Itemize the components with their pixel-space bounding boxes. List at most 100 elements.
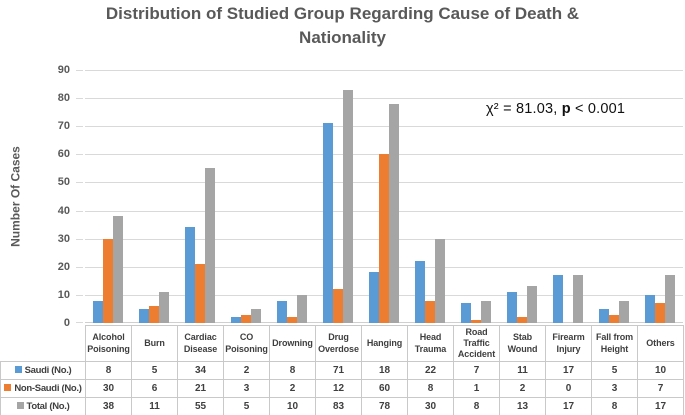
bar-saudi: [185, 227, 195, 323]
bar-non-saudi: [287, 317, 297, 323]
bar-saudi: [507, 292, 517, 323]
y-axis-tickmark: [76, 70, 83, 71]
legend-swatch-icon: [4, 383, 12, 391]
y-axis-tickmarks: [76, 70, 83, 323]
value-cell: 78: [361, 397, 408, 415]
bar-total: [435, 238, 445, 323]
y-axis-tickmark: [76, 154, 83, 156]
bar-total: [297, 294, 307, 323]
value-cell: 3: [591, 379, 638, 398]
value-cell: 13: [499, 397, 546, 415]
bar-non-saudi: [379, 154, 389, 323]
category-header-cell: Head Trauma: [407, 325, 454, 362]
bar-group-alcohol-poisoning: [85, 70, 131, 323]
row-label-non-saudi: Non-Saudi (No.): [0, 379, 86, 398]
category-header-cell: Firearm Injury: [545, 325, 592, 362]
gridline: [85, 70, 683, 71]
bar-group-burn: [131, 70, 177, 323]
y-tick-label: 70: [57, 120, 70, 133]
value-cell: 17: [545, 361, 592, 380]
bar-saudi: [415, 261, 425, 323]
bar-non-saudi: [609, 314, 619, 323]
table-row-non-saudi: Non-Saudi (No.) 30 6 21 3 2 12 60 8 1 2 0 3 7: [0, 379, 684, 398]
value-cell: 5: [223, 397, 270, 415]
bar-saudi: [323, 123, 333, 323]
bar-total: [619, 300, 629, 323]
value-cell: 3: [223, 379, 270, 398]
bar-saudi: [461, 303, 471, 323]
y-tick-label: 40: [57, 204, 70, 217]
row-label-saudi: Saudi (No.): [0, 361, 86, 380]
category-header-cell: Stab Wound: [499, 325, 546, 362]
gridline: [85, 98, 683, 100]
bar-saudi: [277, 300, 287, 323]
series-name-label: Saudi (No.): [24, 365, 72, 376]
bar-group-hanging: [361, 70, 407, 323]
y-axis-tickmark: [76, 126, 83, 128]
y-tick-label: 90: [57, 64, 70, 76]
bar-group-head-trauma: [407, 70, 453, 323]
bar-saudi: [139, 308, 149, 323]
value-cell: 2: [223, 361, 270, 380]
bar-non-saudi: [655, 303, 665, 323]
bar-total: [343, 89, 353, 323]
bar-total: [205, 168, 215, 323]
value-cell: 10: [269, 397, 316, 415]
stats-annotation: χ² = 81.03, p < 0.001: [486, 101, 625, 117]
table-row-saudi: Saudi (No.) 8 5 34 2 8 71 18 22 7 11 17 5 10: [0, 361, 684, 380]
value-cell: 2: [269, 379, 316, 398]
value-cell: 2: [499, 379, 546, 398]
category-header-cell: CO Poisoning: [223, 325, 270, 362]
bar-group-cardiac-disease: [177, 70, 223, 323]
y-tick-label: 60: [57, 148, 70, 161]
bar-total: [113, 216, 123, 323]
bar-group-drowning: [269, 70, 315, 323]
y-axis-ticks: 0 10 20 30 40 50 60 70 80 90: [0, 64, 72, 329]
value-cell: 30: [407, 397, 454, 415]
bar-group-drug-overdose: [315, 70, 361, 323]
table-row-total: Total (No.) 38 11 55 5 10 83 78 30 8 13 17 8 17: [0, 397, 684, 415]
category-header-cell: Cardiac Disease: [177, 325, 224, 362]
bar-non-saudi: [333, 289, 343, 323]
value-cell: 8: [407, 379, 454, 398]
value-cell: 34: [177, 361, 224, 380]
value-cell: 38: [85, 397, 132, 415]
value-cell: 7: [453, 361, 500, 380]
category-header-cell: Drowning: [269, 325, 316, 362]
value-cell: 8: [269, 361, 316, 380]
bar-group-road-traffic-accident: [453, 70, 499, 323]
row-label-total: Total (No.): [0, 397, 86, 415]
value-cell: 5: [131, 361, 178, 380]
bar-series-container: [85, 70, 683, 323]
value-cell: 5: [591, 361, 638, 380]
category-header-cell: Hanging: [361, 325, 408, 362]
chart-title: Distribution of Studied Group Regarding …: [0, 2, 685, 50]
bar-non-saudi: [425, 300, 435, 323]
legend-swatch-icon: [14, 365, 22, 373]
bar-saudi: [599, 308, 609, 323]
value-cell: 10: [637, 361, 684, 380]
value-cell: 7: [637, 379, 684, 398]
bar-saudi: [645, 294, 655, 323]
bar-non-saudi: [195, 263, 205, 323]
y-axis-tickmark: [76, 182, 83, 184]
category-header-cell: Others: [637, 325, 684, 362]
bar-total: [251, 308, 261, 323]
bar-non-saudi: [103, 238, 113, 323]
bar-non-saudi: [149, 306, 159, 323]
value-cell: 11: [131, 397, 178, 415]
value-cell: 8: [85, 361, 132, 380]
bar-total: [481, 300, 491, 323]
bar-group-others: [637, 70, 683, 323]
value-cell: 11: [499, 361, 546, 380]
series-name-label: Non-Saudi (No.): [14, 383, 82, 394]
y-tick-label: 30: [57, 232, 70, 245]
bar-saudi: [93, 300, 103, 323]
value-cell: 17: [545, 397, 592, 415]
bar-group-fall-from-height: [591, 70, 637, 323]
category-header-cell: Alcohol Poisoning: [85, 325, 132, 362]
bar-saudi: [553, 275, 563, 323]
y-tick-label: 0: [63, 317, 70, 329]
table-corner-cell: [1, 326, 86, 362]
